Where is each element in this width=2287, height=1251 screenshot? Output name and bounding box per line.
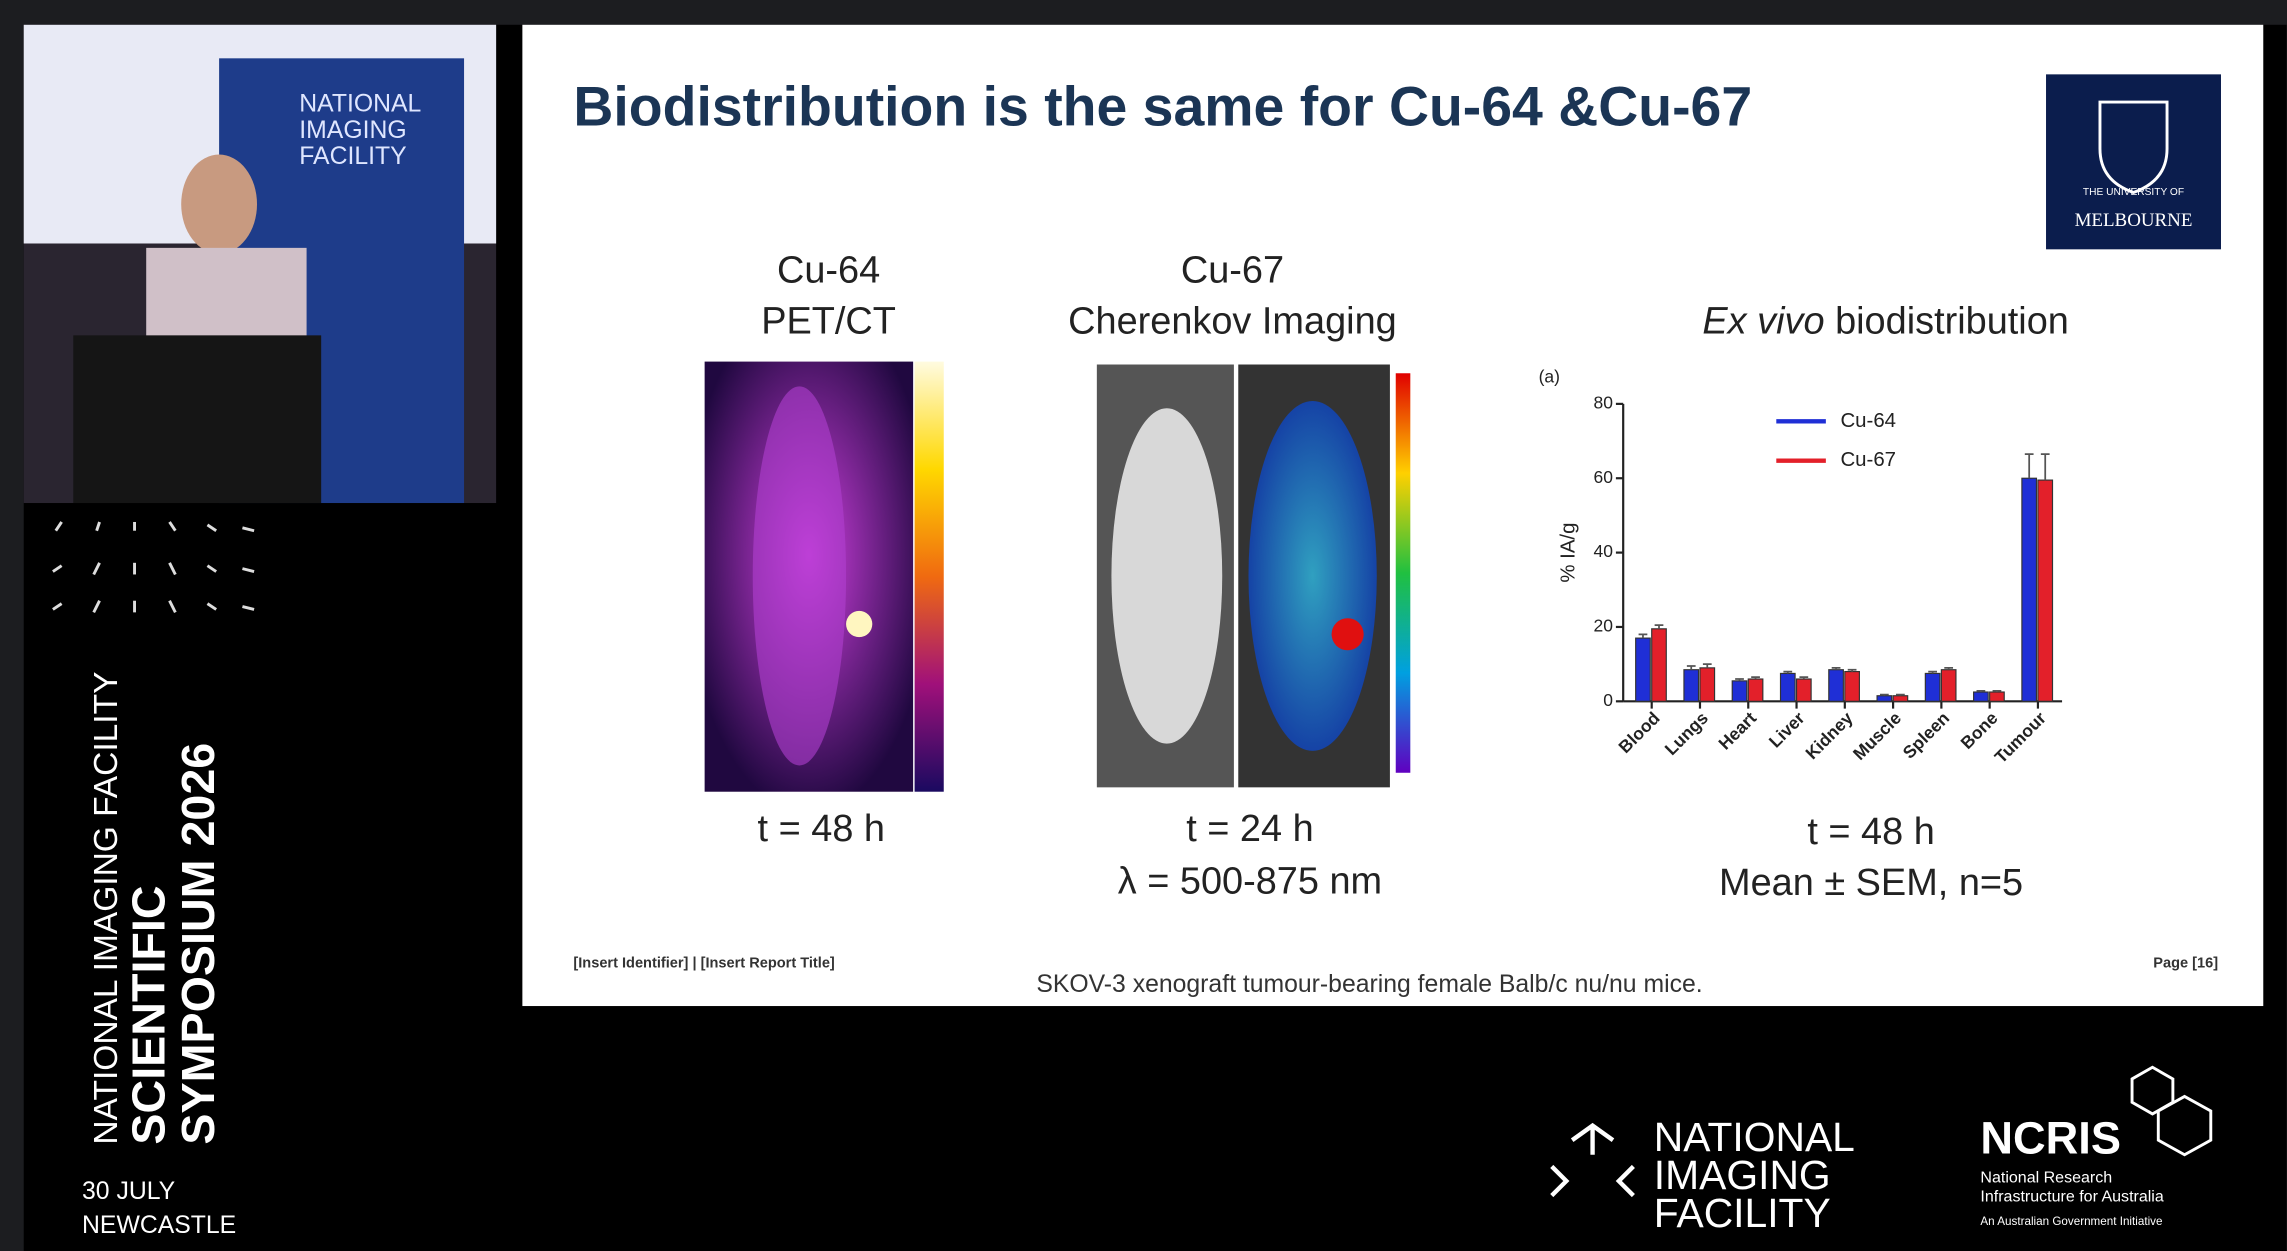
sidebar-date: 30 JULY [82,1178,175,1205]
panel-caption: λ = 500-875 nm [1118,861,1382,903]
heading-italic: Ex vivo [1702,301,1824,343]
error-bar [1799,676,1809,680]
nif-text: IMAGING [1654,1152,1831,1198]
speaker [181,154,258,254]
bar [1973,691,1989,702]
webcam-banner-text: NATIONAL [299,91,421,118]
webcam-banner-text: FACILITY [299,143,406,170]
bar [1940,669,1957,702]
panel-heading: Cu-64 [777,250,880,292]
error-bar [1751,676,1760,680]
ncris-sub: Infrastructure for Australia [1980,1187,2163,1205]
dots-pattern [52,521,255,614]
y-tick-label: 20 [1594,616,1614,636]
sidebar-place: NEWCASTLE [82,1212,236,1239]
panel-heading: Cu-67 [1181,250,1284,292]
error-bar [1783,670,1793,674]
nif-text: FACILITY [1654,1190,1831,1236]
cherenkov-body [1248,400,1377,751]
error-bar [1735,678,1744,681]
bar [1828,669,1844,702]
bar [1683,669,1700,702]
ncris-sub: National Research [1980,1168,2112,1186]
sidebar-title: SCIENTIFIC [122,885,174,1144]
bar [1731,680,1748,702]
panel-caption: t = 24 h [1186,808,1313,850]
panel-caption: t = 48 h [1807,811,1934,853]
footer-center: SKOV-3 xenograft tumour-bearing female B… [1036,971,1702,998]
pet-colorbar [914,361,944,792]
cherenkov-colorbar [1395,373,1411,773]
bar [1699,667,1716,702]
logo-text: MELBOURNE [2075,210,2193,231]
legend-label: Cu-67 [1840,449,1896,471]
legend-label: Cu-64 [1840,410,1896,432]
ncris-sub: An Australian Government Initiative [1980,1215,2162,1228]
bar [1924,672,1941,702]
panel-label: (a) [1539,366,1560,386]
heading-rest: biodistribution [1835,301,2069,343]
panel-heading: PET/CT [761,301,896,343]
y-tick-label: 60 [1594,467,1614,487]
panel-caption: Mean ± SEM, n=5 [1719,862,2023,904]
y-tick-label: 0 [1603,690,1613,710]
panel-heading: Ex vivo biodistribution [1702,301,2068,343]
error-bar [1944,666,1954,670]
bar [1635,637,1651,702]
error-bar [1831,666,1841,670]
bar [1651,628,1667,702]
error-bar [1702,663,1712,668]
error-bar [1976,690,1986,693]
y-axis-label: % IA/g [1558,523,1580,583]
slide-title: Biodistribution is the same for Cu-64 &C… [573,75,1752,137]
bar [1795,678,1812,702]
ncris-cubes [2130,1065,2213,1157]
error-bar [1686,665,1696,670]
bar [1876,695,1893,702]
error-bar [2024,453,2034,479]
sidebar-org: NATIONAL IMAGING FACILITY [88,672,125,1145]
error-bar [2040,453,2050,481]
sidebar-title: SYMPOSIUM 2026 [172,743,224,1145]
bar [2037,479,2054,702]
bar [1779,672,1796,702]
bar [1844,670,1860,702]
error-bar [1928,670,1937,674]
error-bar [1992,690,2002,693]
footer-right: Page [16] [2153,956,2218,972]
pet-body [752,386,847,766]
bar [1747,678,1764,702]
footer-left: [Insert Identifier] | [Insert Report Tit… [573,956,835,972]
ncris-text: NCRIS [1980,1113,2121,1164]
podium [73,335,322,504]
error-bar [1638,633,1648,639]
logo-text: THE UNIVERSITY OF [2083,187,2184,198]
bar [1892,695,1909,702]
nif-logo [1550,1122,1635,1198]
cherenkov-tumour [1331,618,1364,651]
error-bar [1896,693,1905,696]
pet-tumour [846,610,873,638]
panel-heading: Cherenkov Imaging [1068,301,1397,343]
bar [1989,691,2005,702]
panel-caption: t = 48 h [758,808,885,850]
y-tick-label: 80 [1594,393,1614,413]
photo-body [1111,408,1223,744]
y-tick-label: 40 [1594,541,1614,561]
error-bar [1847,668,1857,672]
error-bar [1879,693,1889,696]
nif-text: NATIONAL [1654,1114,1855,1160]
webcam-banner-text: IMAGING [299,117,406,144]
crest [2098,100,2169,195]
bar [2021,477,2038,702]
error-bar [1654,624,1664,629]
